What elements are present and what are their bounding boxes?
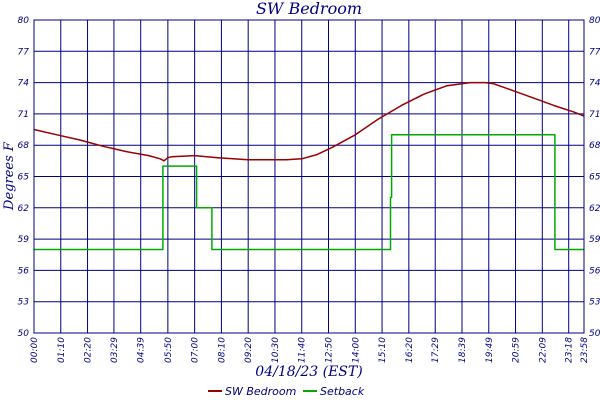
legend: SW Bedroom Setback <box>208 385 365 398</box>
y-tick-labels-right: 50 53 56 59 62 65 68 71 74 77 80 <box>589 16 600 339</box>
legend-label-sw-bedroom: SW Bedroom <box>225 385 296 398</box>
x-tick-label: 10:30 <box>271 337 281 363</box>
x-tick-label: 04:39 <box>137 337 147 363</box>
y-tick-label-right: 59 <box>589 235 600 245</box>
y-tick-label: 68 <box>18 141 30 151</box>
y-tick-label-right: 62 <box>589 204 600 214</box>
y-tick-label: 71 <box>18 110 29 120</box>
x-tick-label: 16:20 <box>405 337 415 363</box>
x-tick-label: 12:50 <box>325 337 335 363</box>
y-tick-label-right: 68 <box>589 141 600 151</box>
y-tick-label: 53 <box>18 298 30 308</box>
plot-frame <box>33 19 585 334</box>
y-tick-label: 74 <box>18 79 30 89</box>
x-tick-label: 20:59 <box>512 337 522 363</box>
y-axis-label: Degrees F <box>2 141 17 211</box>
x-tick-label: 00:00 <box>30 337 40 363</box>
x-tick-label: 23:18 <box>565 337 575 363</box>
x-tick-label: 18:39 <box>458 337 468 363</box>
series-line-sw-bedroom <box>33 81 585 162</box>
y-tick-label: 77 <box>18 47 30 57</box>
x-tick-label: 17:29 <box>431 337 441 363</box>
chart-title: SW Bedroom <box>256 0 362 18</box>
y-tick-label-right: 77 <box>589 47 600 57</box>
y-tick-label: 56 <box>18 266 30 276</box>
y-tick-label-right: 80 <box>589 16 600 26</box>
legend-label-setback: Setback <box>320 385 365 398</box>
x-tick-label: 07:00 <box>191 337 201 363</box>
y-tick-label: 80 <box>18 16 30 26</box>
y-tick-label: 59 <box>18 235 30 245</box>
x-tick-label: 19:49 <box>485 337 495 363</box>
y-tick-label-right: 53 <box>589 298 600 308</box>
y-tick-label: 62 <box>18 204 30 214</box>
x-tick-label: 22:09 <box>538 337 548 363</box>
x-tick-label: 09:20 <box>244 337 254 363</box>
series-layer <box>33 81 585 251</box>
y-tick-label-right: 71 <box>589 110 600 120</box>
y-tick-label-right: 50 <box>589 329 600 339</box>
y-tick-label-right: 65 <box>589 173 600 183</box>
series-line-setback <box>34 134 584 251</box>
x-tick-label: 05:50 <box>164 337 174 363</box>
y-tick-label: 65 <box>18 173 30 183</box>
x-tick-label: 01:10 <box>57 337 67 363</box>
y-tick-label: 50 <box>18 329 30 339</box>
x-tick-label: 03:29 <box>110 337 120 363</box>
x-tick-label: 02:20 <box>84 337 94 363</box>
y-tick-labels-left: 50 53 56 59 62 65 68 71 74 77 80 <box>18 16 30 339</box>
x-tick-label: 14:00 <box>351 337 361 363</box>
x-tick-label: 15:10 <box>378 337 388 363</box>
y-tick-label-right: 74 <box>589 79 600 89</box>
x-tick-label: 08:10 <box>217 337 227 363</box>
x-tick-labels: 00:00 01:10 02:20 03:29 04:39 05:50 07:00 08:10… <box>30 337 590 363</box>
x-tick-label: 11:40 <box>298 337 308 363</box>
y-tick-label-right: 56 <box>589 266 600 276</box>
x-axis-label: 04/18/23 (EST) <box>255 364 362 380</box>
x-tick-label: 23:58 <box>580 337 590 363</box>
